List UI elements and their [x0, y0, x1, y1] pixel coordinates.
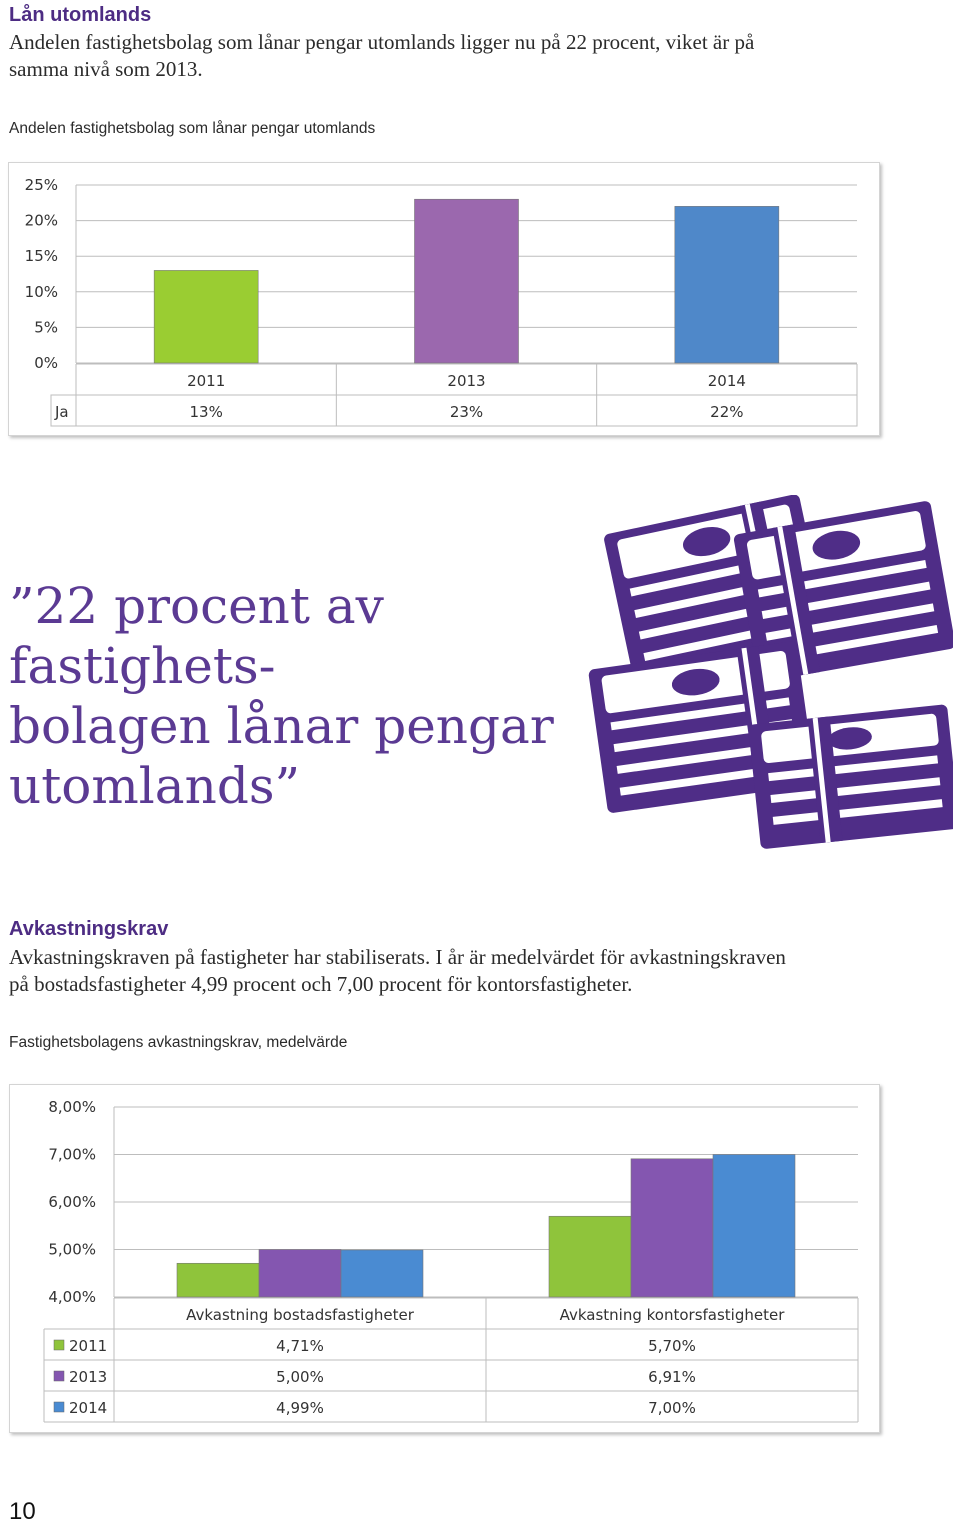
x-tick-label: 2013 [447, 372, 485, 390]
y-tick-label: 20% [25, 212, 58, 230]
data-label: 22% [710, 403, 743, 421]
section2-body-line1: Avkastningskraven på fastigheter har sta… [9, 945, 786, 969]
legend-series-label: Ja [54, 403, 69, 421]
data-label: 23% [450, 403, 483, 421]
bar [340, 1249, 424, 1298]
y-tick-label: 6,00% [48, 1193, 96, 1211]
page-number: 10 [9, 1498, 36, 1525]
y-tick-label: 10% [25, 283, 58, 301]
y-tick-label: 0% [34, 354, 58, 372]
section2-body-line2: på bostadsfastigheter 4,99 procent och 7… [9, 972, 633, 996]
chart1-caption: Andelen fastighetsbolag som lånar pengar… [9, 120, 376, 137]
legend-swatch [53, 1401, 65, 1413]
section-heading-avkastningskrav: Avkastningskrav [9, 918, 169, 940]
section1-body-line2: samma nivå som 2013. [9, 57, 203, 81]
legend-swatch [53, 1339, 65, 1351]
y-tick-label: 5,00% [48, 1241, 96, 1259]
pull-quote: ”22 procent av fastighets- bolagen lånar… [9, 577, 554, 815]
section-heading-lan-utomlands: Lån utomlands [9, 4, 152, 26]
y-tick-label: 5% [34, 318, 58, 336]
legend-swatch [53, 1370, 65, 1382]
y-tick-label: 25% [25, 176, 58, 194]
bar [153, 270, 259, 364]
chart2-caption: Fastighetsbolagens avkastningskrav, mede… [9, 1034, 348, 1051]
chart-yield-requirements-svg: 4,00% 5,00% 6,00% 7,00% 8,00% Avkastning bost… [43, 1098, 859, 1423]
y-tick-label: 8,00% [48, 1098, 96, 1116]
bar [176, 1262, 260, 1298]
legend-series-label: 2013 [69, 1368, 107, 1386]
legend-series-label: 2014 [69, 1399, 107, 1417]
x-tick-label: Avkastning kontorsfastigheter [560, 1306, 786, 1324]
data-label: 5,00% [276, 1368, 324, 1386]
data-label: 6,91% [648, 1368, 696, 1386]
y-tick-label: 15% [25, 247, 58, 265]
y-tick-label: 7,00% [48, 1146, 96, 1164]
section1-body-line1: Andelen fastighetsbolag som lånar pengar… [9, 30, 755, 54]
bar [258, 1249, 342, 1298]
data-label: 4,99% [276, 1399, 324, 1417]
bar [414, 198, 519, 364]
legend-series-label: 2011 [69, 1337, 107, 1355]
chart-yield-requirements: 4,00% 5,00% 6,00% 7,00% 8,00% Avkastning bost… [9, 1084, 880, 1433]
bar [674, 206, 780, 364]
bar [630, 1158, 714, 1298]
data-label: 7,00% [648, 1399, 696, 1417]
bar [712, 1154, 796, 1298]
data-label: 5,70% [648, 1337, 696, 1355]
data-label: 4,71% [276, 1337, 324, 1355]
chart-borrowing-abroad-svg: 0% 5% 10% 15% 20% 25% Ja 2011 13% 2013 23% 2014 22% [25, 176, 858, 427]
x-tick-label: 2014 [708, 372, 746, 390]
money-stacks-icon [583, 494, 960, 855]
bar [548, 1215, 632, 1298]
y-tick-label: 4,00% [48, 1288, 96, 1306]
chart-borrowing-abroad: 0% 5% 10% 15% 20% 25% Ja 2011 13% 2013 23% 2014 22% [8, 162, 880, 436]
data-label: 13% [189, 403, 222, 421]
x-tick-label: 2011 [187, 372, 225, 390]
x-tick-label: Avkastning bostadsfastigheter [186, 1306, 415, 1324]
